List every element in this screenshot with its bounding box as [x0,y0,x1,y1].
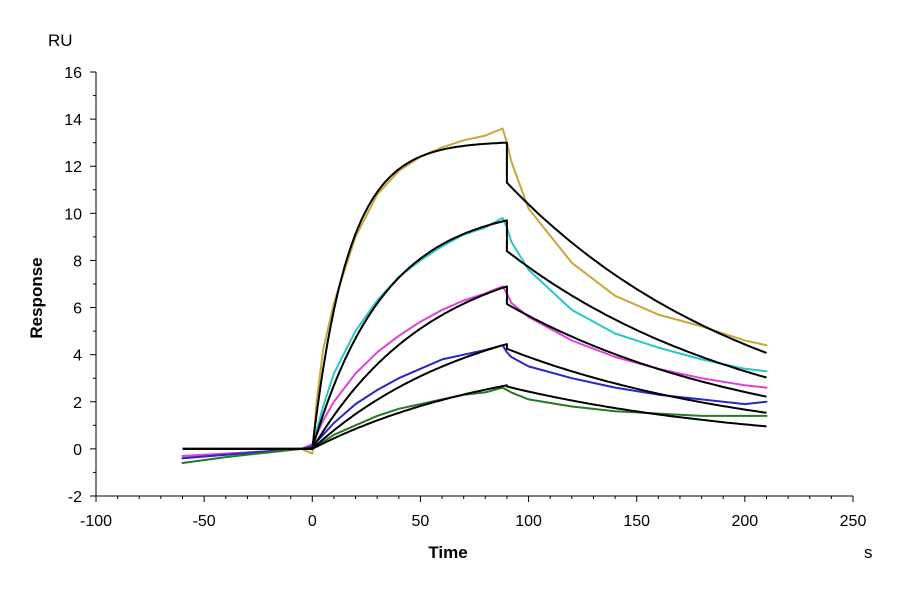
x-tick-label: 100 [515,513,542,530]
fit-line-fit-2 [182,219,767,450]
y-tick-label: 2 [73,395,82,412]
y-tick-label: 12 [64,159,82,176]
series-line-curve-4 [181,344,768,460]
x-tick-label: -50 [193,513,216,530]
y-tick-label: 4 [73,348,82,365]
x-tick-label: 50 [412,513,430,530]
series-line-curve-1 [181,127,768,460]
y-axis-title: Response [27,257,46,338]
fit-line-fit-3 [182,285,767,450]
axis-ticks: -100 -50 0 50 100 150 200 250 -2 0 2 4 6 8 10 12 14 16 [64,65,866,530]
fit-line-fit-4 [182,343,767,450]
series-layer [181,127,768,464]
x-tick-label: -100 [80,513,112,530]
x-tick-label: 150 [623,513,650,530]
y-tick-label: 0 [73,442,82,459]
x-axis-title: Time [428,543,467,562]
fit-layer [182,141,767,450]
y-tick-label: -2 [68,489,82,506]
y-unit-label: RU [48,31,73,50]
y-tick-label: 6 [73,301,82,318]
series-line-curve-2 [181,217,768,457]
y-tick-label: 8 [73,253,82,270]
fit-line-fit-1 [182,141,767,450]
x-unit-label: s [864,543,873,562]
x-tick-label: 0 [308,513,317,530]
y-tick-label: 16 [64,65,82,82]
series-line-curve-3 [181,285,768,457]
y-tick-label: 10 [64,206,82,223]
fit-line-fit-5 [182,384,767,450]
y-tick-label: 14 [64,112,82,129]
x-tick-label: 250 [840,513,867,530]
x-tick-label: 200 [732,513,759,530]
